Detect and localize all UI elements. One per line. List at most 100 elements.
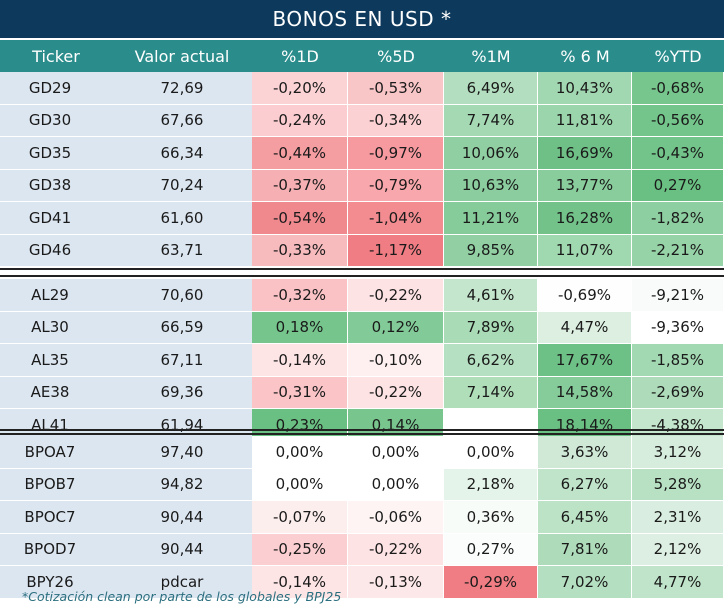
pct-5d-cell: -0,79% xyxy=(348,169,444,202)
table-row: AL35 67,11 -0,14% -0,10% 6,62% 17,67% -1,85% xyxy=(0,344,724,377)
ticker-cell: GD38 xyxy=(0,169,112,202)
ticker-cell: BPOA7 xyxy=(0,436,112,469)
table-row: AL30 66,59 0,18% 0,12% 7,89% 4,47% -9,36% xyxy=(0,311,724,344)
table-row: GD35 66,34 -0,44% -0,97% 10,06% 16,69% -0,43% xyxy=(0,137,724,170)
header-6m: % 6 M xyxy=(560,46,610,66)
pct-5d-cell: -0,10% xyxy=(348,344,444,377)
ticker-cell: BPOB7 xyxy=(0,468,112,501)
table-header: Ticker Valor actual %1D %5D %1M % 6 M %Y… xyxy=(0,40,724,72)
table-row: GD30 67,66 -0,24% -0,34% 7,74% 11,81% -0,56% xyxy=(0,104,724,137)
pct-1m-cell: 0,36% xyxy=(444,501,538,534)
table-row: GD38 70,24 -0,37% -0,79% 10,63% 13,77% 0,27% xyxy=(0,169,724,202)
ticker-cell: BPOD7 xyxy=(0,533,112,566)
valor-actual-cell: 66,34 xyxy=(112,137,252,170)
pct-5d-cell: 0,00% xyxy=(348,436,444,469)
pct-5d-cell: -0,53% xyxy=(348,72,444,105)
table-row: BPOB7 94,82 0,00% 0,00% 2,18% 6,27% 5,28% xyxy=(0,468,724,501)
pct-1d-cell: -0,33% xyxy=(252,234,348,267)
pct-6m-cell: 11,81% xyxy=(538,104,632,137)
pct-6m-cell: 14,58% xyxy=(538,376,632,409)
pct-ytd-cell: -1,85% xyxy=(632,344,724,377)
pct-6m-cell: 16,69% xyxy=(538,137,632,170)
header-ytd: %YTD xyxy=(654,46,702,66)
group-divider xyxy=(0,275,724,277)
valor-actual-cell: 61,60 xyxy=(112,202,252,235)
pct-1m-cell: 7,89% xyxy=(444,311,538,344)
ticker-cell: AL30 xyxy=(0,311,112,344)
ticker-cell: GD46 xyxy=(0,234,112,267)
pct-ytd-cell: 2,31% xyxy=(632,501,724,534)
header-1d: %1D xyxy=(281,46,319,66)
pct-1d-cell: 0,18% xyxy=(252,311,348,344)
valor-actual-cell: 72,69 xyxy=(112,72,252,105)
header-ticker: Ticker xyxy=(32,46,80,66)
pct-6m-cell: 6,27% xyxy=(538,468,632,501)
pct-6m-cell: 17,67% xyxy=(538,344,632,377)
table-row: GD29 72,69 -0,20% -0,53% 6,49% 10,43% -0,68% xyxy=(0,72,724,105)
pct-6m-cell: 3,63% xyxy=(538,436,632,469)
valor-actual-cell: 63,71 xyxy=(112,234,252,267)
ticker-cell: GD35 xyxy=(0,137,112,170)
pct-1d-cell: -0,24% xyxy=(252,104,348,137)
valor-actual-cell: 90,44 xyxy=(112,533,252,566)
ticker-cell: GD30 xyxy=(0,104,112,137)
valor-actual-cell: 70,60 xyxy=(112,279,252,312)
pct-6m-cell: -0,69% xyxy=(538,279,632,312)
pct-1m-cell: 11,21% xyxy=(444,202,538,235)
valor-actual-cell: 67,11 xyxy=(112,344,252,377)
table-group-al: AL29 70,60 -0,32% -0,22% 4,61% -0,69% -9,21% AL… xyxy=(0,279,724,442)
pct-6m-cell: 11,07% xyxy=(538,234,632,267)
header-5d: %5D xyxy=(377,46,415,66)
pct-ytd-cell: -1,82% xyxy=(632,202,724,235)
pct-1m-cell: 0,00% xyxy=(444,436,538,469)
pct-5d-cell: -0,13% xyxy=(348,566,444,599)
pct-1d-cell: -0,54% xyxy=(252,202,348,235)
ticker-cell: AE38 xyxy=(0,376,112,409)
pct-6m-cell: 4,47% xyxy=(538,311,632,344)
ticker-cell: BPY26 xyxy=(0,566,112,599)
pct-5d-cell: -1,04% xyxy=(348,202,444,235)
pct-1m-cell: 7,14% xyxy=(444,376,538,409)
pct-1m-cell: 10,06% xyxy=(444,137,538,170)
ticker-cell: GD41 xyxy=(0,202,112,235)
valor-actual-cell: 90,44 xyxy=(112,501,252,534)
pct-5d-cell: 0,12% xyxy=(348,311,444,344)
table-group-bpo: BPOA7 97,40 0,00% 0,00% 0,00% 3,63% 3,12% BPOB7… xyxy=(0,436,724,599)
pct-1m-cell: 6,49% xyxy=(444,72,538,105)
pct-6m-cell: 10,43% xyxy=(538,72,632,105)
pct-ytd-cell: -0,68% xyxy=(632,72,724,105)
table-row: BPOC7 90,44 -0,07% -0,06% 0,36% 6,45% 2,31% xyxy=(0,501,724,534)
pct-1d-cell: 0,00% xyxy=(252,468,348,501)
group-divider xyxy=(0,429,724,431)
pct-1d-cell: -0,32% xyxy=(252,279,348,312)
pct-ytd-cell: -2,69% xyxy=(632,376,724,409)
ticker-cell: BPOC7 xyxy=(0,501,112,534)
pct-1d-cell: -0,14% xyxy=(252,566,348,599)
table-row: BPOD7 90,44 -0,25% -0,22% 0,27% 7,81% 2,12% xyxy=(0,533,724,566)
pct-1m-cell: -0,29% xyxy=(444,566,538,599)
pct-1m-cell: 4,61% xyxy=(444,279,538,312)
pct-1m-cell: 2,18% xyxy=(444,468,538,501)
pct-1d-cell: -0,20% xyxy=(252,72,348,105)
pct-1m-cell: 10,63% xyxy=(444,169,538,202)
table-row: GD41 61,60 -0,54% -1,04% 11,21% 16,28% -1,82% xyxy=(0,202,724,235)
pct-ytd-cell: 0,27% xyxy=(632,169,724,202)
pct-ytd-cell: 5,28% xyxy=(632,468,724,501)
table-row: GD46 63,71 -0,33% -1,17% 9,85% 11,07% -2,21% xyxy=(0,234,724,267)
pct-ytd-cell: -9,21% xyxy=(632,279,724,312)
pct-5d-cell: -0,22% xyxy=(348,533,444,566)
pct-ytd-cell: -9,36% xyxy=(632,311,724,344)
table-row: AL29 70,60 -0,32% -0,22% 4,61% -0,69% -9,21% xyxy=(0,279,724,312)
pct-1d-cell: -0,07% xyxy=(252,501,348,534)
pct-ytd-cell: 3,12% xyxy=(632,436,724,469)
pct-ytd-cell: 4,77% xyxy=(632,566,724,599)
table-title: BONOS EN USD * xyxy=(0,0,724,38)
pct-6m-cell: 7,02% xyxy=(538,566,632,599)
table-group-gd: GD29 72,69 -0,20% -0,53% 6,49% 10,43% -0,68% GD… xyxy=(0,72,724,267)
pct-1d-cell: -0,14% xyxy=(252,344,348,377)
pct-5d-cell: -0,22% xyxy=(348,279,444,312)
pct-1m-cell: 9,85% xyxy=(444,234,538,267)
pct-1d-cell: -0,31% xyxy=(252,376,348,409)
pct-1m-cell: 6,62% xyxy=(444,344,538,377)
pct-ytd-cell: -0,56% xyxy=(632,104,724,137)
